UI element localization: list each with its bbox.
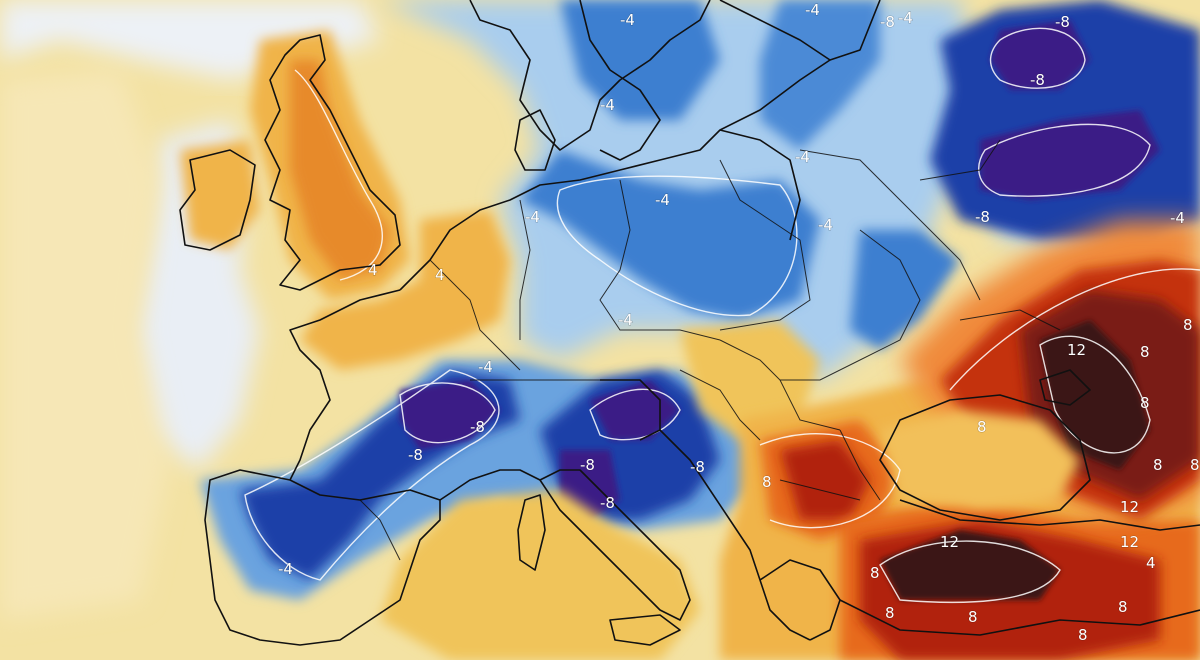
contour-label: -8: [1030, 71, 1045, 89]
coastlines-and-borders: [179, 0, 1200, 646]
contour-label: -8: [580, 456, 595, 474]
contour-label: 12: [1067, 341, 1086, 359]
contour-label: 4: [368, 261, 378, 279]
contour-label: 4: [1146, 554, 1156, 572]
contour-label: -8: [470, 418, 485, 436]
contour-label: -8: [690, 458, 705, 476]
contour-label: 8: [1140, 343, 1150, 361]
contour-label: 8: [870, 564, 880, 582]
contour-label: 4: [435, 266, 445, 284]
contour-label: 8: [1190, 456, 1200, 474]
contour-label: 8: [968, 608, 978, 626]
contour-label: 8: [1140, 394, 1150, 412]
contour-label: -4: [600, 96, 615, 114]
contour-label: -4: [620, 11, 635, 29]
contour-label: 12: [1120, 498, 1139, 516]
contour-label: -8: [600, 494, 615, 512]
contour-label: -4: [1170, 209, 1185, 227]
contour-label: 8: [977, 418, 987, 436]
contour-label: -4: [805, 1, 820, 19]
contour-label: 8: [1118, 598, 1128, 616]
contour-label: -4: [818, 216, 833, 234]
contour-label: 8: [885, 604, 895, 622]
contour-label: -4: [278, 560, 293, 578]
country-borders: [359, 139, 1061, 561]
contour-label: -4: [898, 9, 913, 27]
contour-label: -4: [478, 358, 493, 376]
contour-label: -8: [1055, 13, 1070, 31]
contour-label: -8: [880, 13, 895, 31]
contour-label: -4: [618, 311, 633, 329]
contour-label: -8: [408, 446, 423, 464]
contour-label: -4: [655, 191, 670, 209]
contour-label: -4: [795, 148, 810, 166]
contour-label: 8: [1078, 626, 1088, 644]
contour-label: 12: [940, 533, 959, 551]
contour-label: 12: [1120, 533, 1139, 551]
contour-label: 8: [1183, 316, 1193, 334]
contour-label: 8: [1153, 456, 1163, 474]
contour-label: 8: [762, 473, 772, 491]
contour-label: -4: [525, 208, 540, 226]
contour-labels: -8 -8 -8 -8 -4 -4 -4 -4 -4 -4 -4 -4 -4 -…: [278, 1, 1200, 645]
contour-label: -8: [975, 208, 990, 226]
